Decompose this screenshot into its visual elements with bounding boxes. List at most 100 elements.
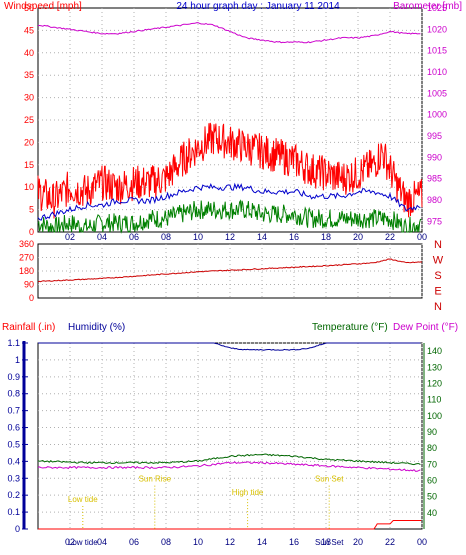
temperature-axis-label: Temperature (°F) [312, 322, 388, 333]
axis-ticks: 0510152025303540455097598098599099510001… [7, 3, 447, 547]
x-tick-label: 06 [129, 232, 139, 242]
barometer-y-tick-label: 975 [427, 216, 442, 226]
x-tick-label: 00 [417, 537, 427, 547]
barometer-y-tick-label: 995 [427, 131, 442, 141]
x-tick-label: 14 [257, 232, 267, 242]
barometer-y-tick-label: 1005 [427, 88, 447, 98]
bottom-event-label: Low tide [68, 538, 98, 547]
barometer-y-tick-label: 990 [427, 152, 442, 162]
temperature-line [37, 453, 421, 466]
x-tick-label: 18 [321, 232, 331, 242]
temperature-y-tick-label: 140 [427, 346, 442, 356]
rain-humidity-y-tick-label: 0.3 [7, 473, 20, 483]
x-tick-label: 14 [257, 537, 267, 547]
x-tick-label: 16 [289, 232, 299, 242]
barometer-y-tick-label: 1010 [427, 67, 447, 77]
barometer-line [38, 22, 421, 44]
temperature-y-tick-label: 90 [427, 427, 437, 437]
x-tick-label: 18 [321, 537, 331, 547]
barometer-y-tick-label: 1020 [427, 24, 447, 34]
direction-y-tick-label: 0 [29, 293, 34, 303]
direction-compass-label: E [434, 286, 441, 298]
dewpoint-axis-label: Dew Point (°F) [393, 322, 458, 333]
temperature-y-tick-label: 120 [427, 378, 442, 388]
x-tick-label: 20 [353, 232, 363, 242]
wind-low-line [37, 199, 422, 234]
rainfall-line [38, 520, 422, 530]
humidity-line [38, 342, 421, 351]
direction-compass-label: S [434, 270, 441, 282]
temperature-y-tick-label: 70 [427, 459, 437, 469]
event-annotations: Low tide Sun Rise High tide Sun Set Low tide… [68, 475, 344, 547]
rain-humidity-y-tick-label: 0.7 [7, 406, 20, 416]
x-tick-label: 16 [289, 537, 299, 547]
event-annotation-label: Low tide [68, 495, 98, 504]
wind-y-tick-label: 50 [24, 3, 34, 13]
series-lines [37, 22, 423, 530]
barometer-y-tick-label: 1000 [427, 110, 447, 120]
temperature-y-tick-label: 80 [427, 443, 437, 453]
wind-y-tick-label: 35 [24, 70, 34, 80]
barometer-axis-label: Barometer [mb] [393, 1, 462, 12]
wind-y-tick-label: 40 [24, 48, 34, 58]
wind-y-tick-label: 5 [29, 205, 34, 215]
x-tick-label: 08 [161, 232, 171, 242]
direction-y-tick-label: 360 [19, 239, 34, 249]
rain-humidity-y-tick-label: 0.9 [7, 372, 20, 382]
wind-gust-line [37, 122, 423, 219]
rain-humidity-y-tick-label: 0 [15, 524, 20, 534]
barometer-y-tick-label: 1025 [427, 3, 447, 13]
rainfall-axis-label: Rainfall (.in) [2, 322, 55, 333]
wind-y-tick-label: 30 [24, 93, 34, 103]
x-tick-label: 02 [65, 232, 75, 242]
x-tick-label: 22 [385, 232, 395, 242]
rain-humidity-y-tick-label: 0.5 [7, 439, 20, 449]
wind-y-tick-label: 20 [24, 137, 34, 147]
x-tick-label: 20 [353, 537, 363, 547]
rain-humidity-y-tick-label: 1 [15, 355, 20, 365]
x-tick-label: 02 [65, 537, 75, 547]
temperature-y-tick-label: 130 [427, 362, 442, 372]
rain-humidity-y-tick-label: 0.1 [7, 507, 20, 517]
x-tick-label: 08 [161, 537, 171, 547]
temperature-y-tick-label: 60 [427, 475, 437, 485]
x-tick-label: 00 [417, 232, 427, 242]
wind-y-tick-label: 0 [29, 227, 34, 237]
barometer-y-tick-label: 1015 [427, 46, 447, 56]
wind-y-tick-label: 15 [24, 160, 34, 170]
wind-y-tick-label: 25 [24, 115, 34, 125]
rain-humidity-y-tick-label: 1.1 [7, 338, 20, 348]
event-annotation-label: Sun Set [315, 475, 344, 484]
x-tick-label: 12 [225, 537, 235, 547]
x-tick-label: 06 [129, 537, 139, 547]
wind-average-line [37, 182, 421, 221]
wind-y-tick-label: 45 [24, 25, 34, 35]
x-tick-label: 04 [97, 537, 107, 547]
event-annotation-label: High tide [232, 488, 264, 497]
direction-y-tick-label: 90 [24, 280, 34, 290]
humidity-axis-label: Humidity (%) [68, 322, 125, 333]
wind-direction-line [37, 258, 423, 283]
x-tick-label: 04 [97, 232, 107, 242]
direction-y-tick-label: 270 [19, 253, 34, 263]
windspeed-axis-label: Windspeed [mph] [4, 1, 82, 12]
rain-humidity-y-tick-label: 0.8 [7, 389, 20, 399]
direction-compass-label: N [434, 239, 442, 251]
direction-compass-label: W [433, 255, 444, 267]
direction-y-tick-label: 180 [19, 266, 34, 276]
barometer-y-tick-label: 985 [427, 174, 442, 184]
temperature-y-tick-label: 110 [427, 395, 441, 405]
x-tick-label: 22 [385, 537, 395, 547]
rain-humidity-y-tick-label: 0.4 [7, 456, 20, 466]
x-tick-label: 10 [193, 232, 203, 242]
temperature-y-tick-label: 40 [427, 508, 437, 518]
chart-title: 24 hour graph day : January 11 2014 [176, 1, 340, 12]
grid-lines [38, 8, 423, 529]
x-tick-label: 10 [193, 537, 203, 547]
x-tick-label: 12 [225, 232, 235, 242]
bottom-event-label: Sun Set [315, 538, 344, 547]
event-annotation-label: Sun Rise [139, 475, 172, 484]
direction-compass-label: N [434, 301, 442, 313]
